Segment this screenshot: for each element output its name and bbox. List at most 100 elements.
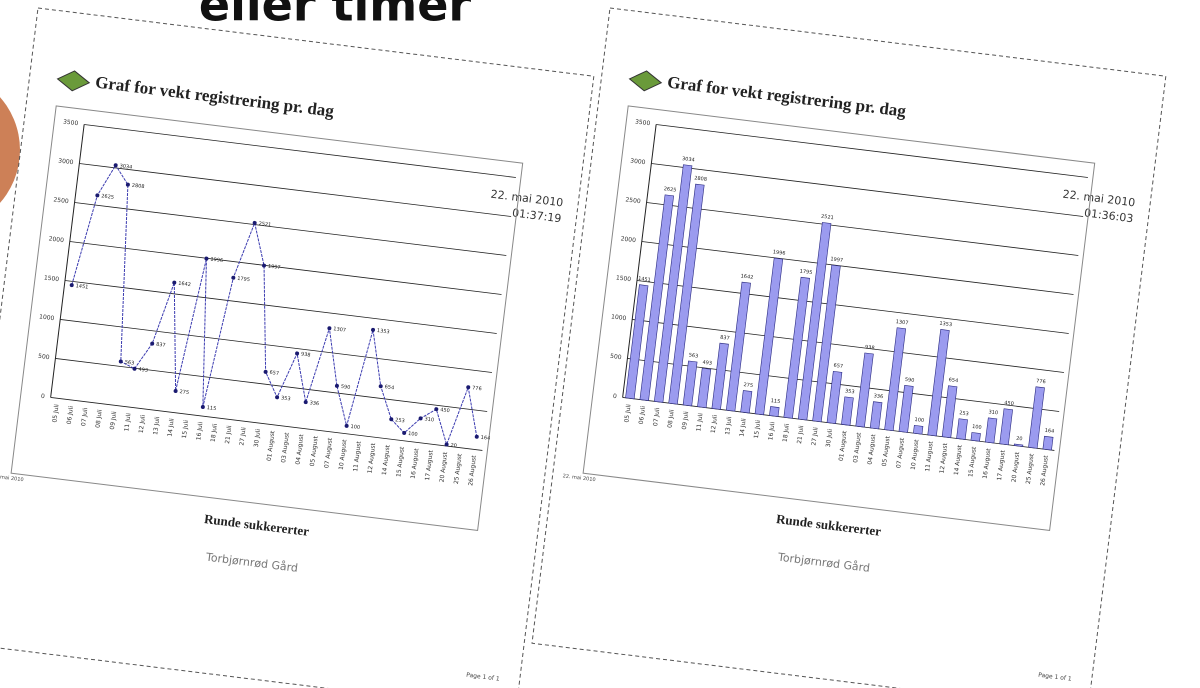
data-label: 253	[395, 417, 405, 424]
data-label: 2521	[821, 214, 834, 222]
bar	[913, 425, 924, 435]
data-label: 938	[865, 344, 875, 351]
x-tick-label: 04 August	[867, 433, 878, 465]
x-tick-label: 09 Juli	[681, 411, 690, 430]
data-label: 938	[301, 351, 311, 358]
data-label: 2521	[258, 221, 271, 229]
x-tick-label: 20 August	[438, 451, 449, 483]
x-tick-label: 03 August	[852, 431, 863, 463]
y-tick-label: 1500	[43, 274, 59, 283]
data-label: 1307	[895, 319, 908, 327]
data-label: 1795	[237, 276, 250, 284]
data-label: 275	[743, 382, 753, 389]
x-tick-label: 08 Juli	[95, 409, 104, 428]
bar	[956, 418, 968, 440]
data-label: 336	[873, 393, 883, 400]
data-label: 100	[972, 424, 982, 431]
bar	[682, 360, 698, 407]
marker	[132, 366, 137, 371]
y-axis	[50, 124, 85, 398]
data-label: 563	[124, 359, 134, 366]
x-tick-label: 05 Juli	[51, 404, 60, 423]
marker	[303, 400, 308, 405]
footer-date: 22. mai 2010	[562, 473, 596, 483]
x-tick-label: 15 August	[967, 446, 978, 478]
x-tick-label: 05 August	[881, 435, 892, 467]
data-label: 590	[340, 384, 350, 391]
x-tick-label: 18 Juli	[782, 423, 791, 442]
y-tick-label: 3000	[630, 157, 646, 166]
x-tick-label: 14 August	[953, 444, 964, 476]
bar	[754, 257, 784, 416]
x-tick-label: 03 August	[280, 431, 291, 463]
data-label: 654	[948, 377, 958, 384]
x-tick-label: 06 Juli	[638, 405, 647, 424]
x-tick-label: 14 August	[381, 444, 392, 476]
grid-line	[79, 163, 512, 217]
x-tick-label: 14 Juli	[739, 418, 748, 437]
data-label: 20	[450, 442, 457, 449]
bar	[984, 417, 998, 444]
data-label: 3034	[682, 156, 695, 164]
bar	[1013, 443, 1024, 447]
data-label: 1997	[268, 264, 281, 272]
y-axis	[622, 124, 657, 398]
line	[71, 164, 478, 447]
grid-line	[622, 397, 1055, 451]
data-label: 654	[384, 384, 394, 391]
bar	[855, 352, 874, 428]
footer-date: 22. mai 2010	[0, 473, 24, 483]
marker	[69, 283, 74, 288]
y-tick-label: 500	[610, 353, 622, 361]
grid-line	[50, 397, 483, 451]
x-tick-label: 04 August	[295, 433, 306, 465]
data-label: 2808	[694, 175, 707, 183]
x-tick-label: 12 August	[367, 442, 378, 474]
x-tick-label: 05 August	[309, 435, 320, 467]
x-tick-label: 11 Juli	[695, 412, 704, 431]
data-label: 2625	[663, 186, 676, 194]
y-tick-label: 500	[38, 353, 50, 361]
x-tick-label: 09 Juli	[109, 411, 118, 430]
marker	[344, 423, 349, 428]
x-tick-label: 13 Juli	[152, 416, 161, 435]
x-tick-label: 27 Juli	[810, 427, 819, 446]
x-tick-label: 21 Juli	[224, 425, 233, 444]
data-label: 164	[480, 435, 490, 442]
data-label: 493	[138, 367, 148, 374]
grid-line	[74, 202, 507, 256]
marker	[263, 369, 268, 374]
marker	[275, 395, 280, 400]
bar	[826, 370, 843, 424]
data-label: 1642	[178, 281, 191, 289]
grid-line	[656, 124, 1088, 178]
data-label: 100	[350, 424, 360, 431]
marker	[200, 405, 205, 410]
x-tick-label: 12 Juli	[138, 414, 147, 433]
x-tick-label: 18 Juli	[210, 423, 219, 442]
marker	[231, 275, 236, 280]
x-tick-label: 08 Juli	[667, 409, 676, 428]
x-tick-label: 15 August	[395, 446, 406, 478]
x-tick-label: 30 Juli	[253, 428, 262, 447]
grid-line	[632, 319, 1065, 373]
x-tick-label: 07 August	[323, 437, 334, 469]
logo	[628, 70, 663, 92]
x-tick-label: 10 August	[910, 439, 921, 471]
page-number: Page 1 of 1	[466, 672, 500, 683]
data-label: 590	[904, 377, 914, 384]
marker	[389, 417, 394, 422]
page-number: Page 1 of 1	[1038, 672, 1072, 683]
marker	[466, 385, 471, 390]
x-tick-label: 15 Juli	[753, 419, 762, 438]
data-label: 493	[702, 360, 712, 367]
x-tick-label: 26 August	[1039, 454, 1050, 486]
marker	[262, 263, 267, 268]
y-tick-label: 3500	[63, 118, 79, 127]
x-tick-label: 17 August	[996, 449, 1007, 481]
marker	[95, 193, 100, 198]
data-label: 115	[206, 405, 216, 412]
slide-title: eller timer	[199, 0, 472, 32]
x-tick-label: 15 Juli	[181, 419, 190, 438]
chart-frame	[582, 105, 1096, 532]
